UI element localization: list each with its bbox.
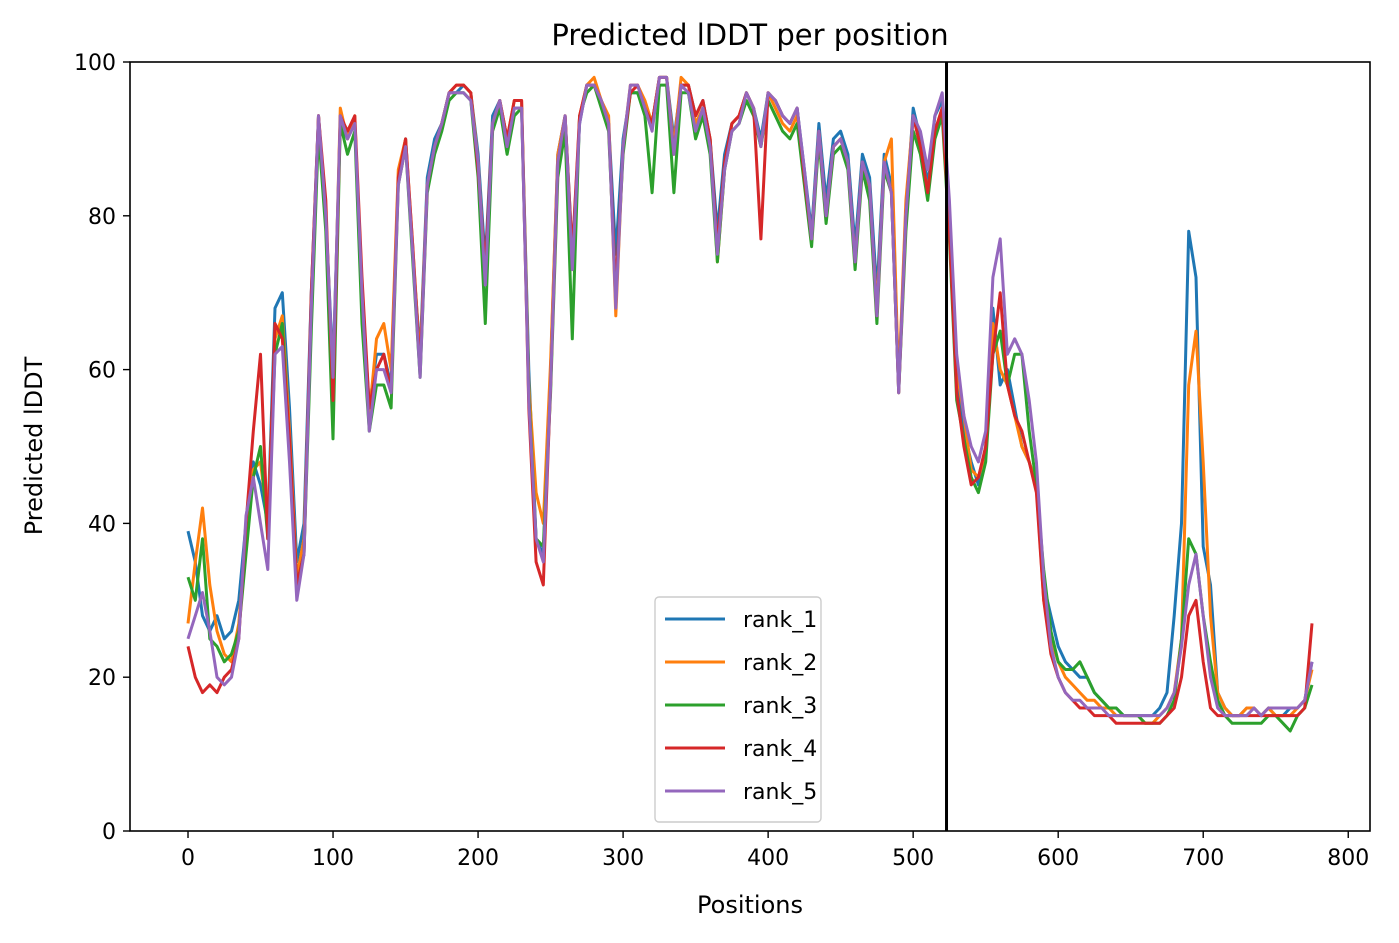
y-axis-label: Predicted lDDT <box>20 356 48 535</box>
x-tick-label-100: 100 <box>312 846 354 871</box>
legend-label-rank-1: rank_1 <box>743 608 817 633</box>
x-tick-label-0: 0 <box>181 846 195 871</box>
x-tick-label-200: 200 <box>457 846 499 871</box>
y-tick-label-40: 40 <box>88 512 116 537</box>
x-axis-label: Positions <box>697 891 803 919</box>
legend-label-rank-4: rank_4 <box>743 737 817 762</box>
plot-area: 0 100 200 300 400 500 600 700 800 0 20 40 60 80 100 ran… <box>74 51 1371 871</box>
x-tick-label-400: 400 <box>747 846 789 871</box>
x-tick-label-300: 300 <box>602 846 644 871</box>
x-tick-label-700: 700 <box>1182 846 1224 871</box>
y-tick-label-100: 100 <box>74 51 116 76</box>
legend: rank_1 rank_2 rank_3 rank_4 rank_5 <box>654 596 822 823</box>
legend-box <box>654 596 822 823</box>
x-tick-label-800: 800 <box>1327 846 1369 871</box>
legend-label-rank-5: rank_5 <box>743 780 817 805</box>
y-tick-label-80: 80 <box>88 205 116 230</box>
legend-label-rank-2: rank_2 <box>743 651 817 676</box>
chart-title: Predicted lDDT per position <box>551 18 948 52</box>
series-line-rank-5 <box>186 75 1314 718</box>
y-tick-label-60: 60 <box>88 359 116 384</box>
y-tick-label-0: 0 <box>102 820 116 845</box>
y-tick-label-20: 20 <box>88 666 116 691</box>
x-tick-label-500: 500 <box>892 846 934 871</box>
legend-label-rank-3: rank_3 <box>743 694 817 719</box>
axes-frame <box>129 61 1371 832</box>
x-tick-label-600: 600 <box>1037 846 1079 871</box>
